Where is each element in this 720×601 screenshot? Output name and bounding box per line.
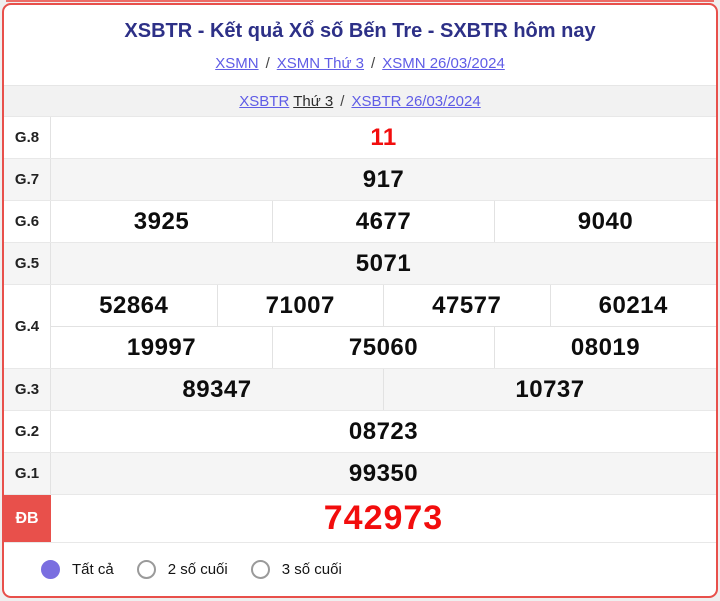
- prize-row: G.3 89347 10737: [4, 369, 716, 411]
- breadcrumb-link-suffix: Thứ 3: [293, 92, 334, 110]
- breadcrumb-link[interactable]: XSMN Thứ 3: [276, 55, 365, 72]
- filter-option[interactable]: Tất cả: [41, 560, 114, 579]
- prize-value: 47577: [383, 285, 550, 326]
- filter-option[interactable]: 2 số cuối: [136, 560, 228, 579]
- radio-unselected-icon[interactable]: [250, 560, 270, 579]
- prize-values: 742973: [51, 495, 716, 542]
- radio-selected-icon[interactable]: [41, 560, 60, 579]
- prize-value: 9040: [494, 201, 716, 242]
- radio-unselected-icon[interactable]: [136, 560, 156, 579]
- lottery-results-card: XSBTR - Kết quả Xổ số Bến Tre - SXBTR hô…: [2, 3, 718, 598]
- prize-value: 4677: [272, 201, 494, 242]
- prize-line: 3925 4677 9040: [51, 201, 716, 242]
- prize-value: 52864: [99, 291, 169, 319]
- adjacent-card-border: [6, 0, 714, 2]
- prize-line: 99350: [51, 453, 716, 494]
- prize-value: 742973: [323, 499, 444, 537]
- prize-value: 11: [370, 123, 397, 151]
- prize-row: G.5 5071: [4, 243, 716, 285]
- prize-value: 99350: [348, 459, 419, 487]
- filter-option-label: 3 số cuối: [281, 561, 342, 578]
- prize-values: 99350: [51, 453, 716, 494]
- prize-label: G.7: [4, 159, 51, 200]
- prize-label: G.6: [4, 201, 51, 242]
- prize-label: G.3: [4, 369, 51, 410]
- prize-value: 10737: [383, 369, 716, 410]
- prize-row: G.1 99350: [4, 453, 716, 495]
- breadcrumb-separator: /: [265, 55, 270, 72]
- breadcrumb-link-label: XSBTR: [239, 92, 290, 110]
- prize-row: G.7 917: [4, 159, 716, 201]
- prize-values: 5071: [51, 243, 716, 284]
- prize-value: 5071: [355, 249, 412, 277]
- prize-value: 08019: [494, 327, 716, 368]
- page-title: XSBTR - Kết quả Xổ số Bến Tre - SXBTR hô…: [124, 20, 596, 42]
- prize-label: G.4: [4, 285, 51, 368]
- prize-value: 75060: [272, 327, 494, 368]
- prize-value: 917: [362, 165, 405, 193]
- prize-line: 08723: [51, 411, 716, 452]
- prize-value: 71007: [216, 285, 384, 326]
- prize-values: 52864 71007 47577 60214 19997 75060 08019: [51, 285, 716, 368]
- prize-value: 60214: [549, 285, 717, 326]
- prize-values: 08723: [51, 411, 716, 452]
- breadcrumb-row-1: XSMN / XSMN Thứ 3 / XSMN 26/03/2024: [14, 53, 706, 85]
- prize-values: 917: [51, 159, 716, 200]
- prize-label: ĐB: [4, 495, 51, 542]
- prize-line: 52864 71007 47577 60214: [51, 285, 716, 326]
- prize-line: 11: [51, 117, 716, 158]
- header: XSBTR - Kết quả Xổ số Bến Tre - SXBTR hô…: [4, 5, 716, 85]
- prize-row: G.6 3925 4677 9040: [4, 201, 716, 243]
- prize-values: 89347 10737: [51, 369, 716, 410]
- prize-row: G.4 52864 71007 47577 60214 19997 75060 08019: [4, 285, 716, 369]
- filter-options: Tất cả 2 số cuối 3 số cuối: [4, 543, 716, 596]
- prize-value: 89347: [182, 375, 252, 403]
- filter-option-label: Tất cả: [72, 561, 114, 578]
- prize-row: G.2 08723: [4, 411, 716, 453]
- prize-line: 89347 10737: [51, 369, 716, 410]
- prize-label: G.1: [4, 453, 51, 494]
- prize-value: 3925: [133, 207, 190, 235]
- prize-line: 917: [51, 159, 716, 200]
- prize-line: 19997 75060 08019: [51, 326, 716, 368]
- breadcrumb-link[interactable]: XSMN 26/03/2024: [382, 55, 505, 72]
- breadcrumb-row-2: XSBTR Thứ 3 / XSBTR 26/03/2024: [4, 85, 716, 116]
- filter-option[interactable]: 3 số cuối: [250, 560, 342, 579]
- prize-value: 19997: [126, 333, 197, 361]
- breadcrumb-separator: /: [340, 92, 345, 110]
- breadcrumb-link[interactable]: XSMN: [215, 55, 259, 72]
- prize-line: 5071: [51, 243, 716, 284]
- prize-values: 3925 4677 9040: [51, 201, 716, 242]
- breadcrumb-separator: /: [371, 55, 376, 72]
- breadcrumb-link-xsbtr-date[interactable]: XSBTR 26/03/2024: [351, 92, 481, 110]
- prize-label: G.5: [4, 243, 51, 284]
- prize-label: G.8: [4, 117, 51, 158]
- prize-value: 08723: [348, 417, 419, 445]
- breadcrumb-link-xsbtr-day[interactable]: XSBTR Thứ 3: [239, 93, 333, 110]
- prize-values: 11: [51, 117, 716, 158]
- prize-label: G.2: [4, 411, 51, 452]
- prize-row: G.8 11: [4, 117, 716, 159]
- filter-option-label: 2 số cuối: [167, 561, 228, 578]
- prize-line: 742973: [51, 495, 716, 542]
- prize-row: ĐB 742973: [4, 495, 716, 543]
- results-table: G.8 11 G.7 917 G.6 3925 4677 9040 G.5 5071 G.4 5286…: [4, 116, 716, 543]
